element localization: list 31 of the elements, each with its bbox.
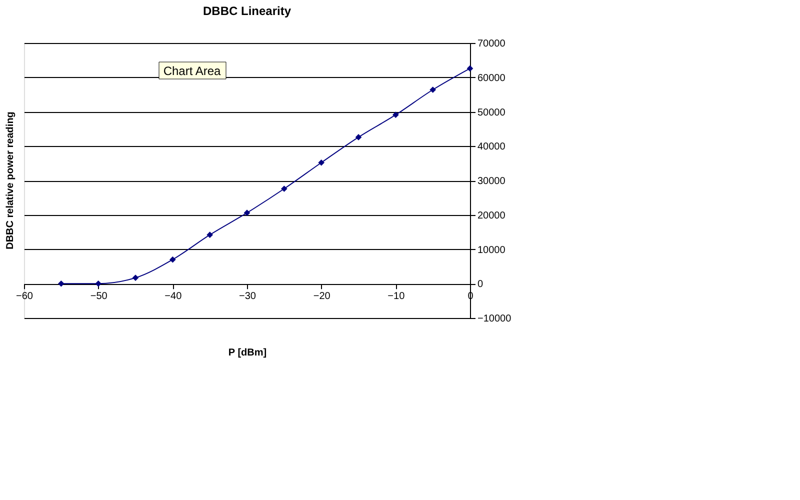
- y-axis-title: DBBC relative power reading: [5, 112, 16, 250]
- point: [318, 159, 324, 166]
- point: [281, 186, 288, 192]
- y-tick-label: 10000: [478, 244, 506, 256]
- x-tick-label: −40: [164, 291, 182, 302]
- y-tick-label: −10000: [478, 314, 512, 324]
- point: [170, 256, 176, 263]
- point: [466, 65, 474, 72]
- y-tick-label: 50000: [478, 107, 506, 118]
- point: [430, 86, 436, 93]
- x-axis-title: P [dBm]: [228, 348, 267, 358]
- point: [58, 280, 64, 287]
- y-tick-label: 70000: [478, 38, 506, 50]
- y-tick-label: 20000: [478, 210, 506, 222]
- y-tick-label: 60000: [478, 72, 506, 84]
- y-tick-label: 0: [478, 279, 484, 290]
- x-tick-label: −60: [16, 291, 34, 302]
- point: [206, 232, 213, 238]
- x-tick-label: −50: [90, 291, 108, 302]
- y-tick-label: 30000: [478, 176, 506, 187]
- annotation: Chart Area: [163, 64, 221, 78]
- point: [244, 210, 250, 216]
- chart-title: DBBC Linearity: [202, 4, 292, 18]
- point: [355, 134, 362, 140]
- point: [392, 112, 399, 118]
- point: [95, 280, 102, 287]
- x-tick-label: −10: [388, 291, 406, 302]
- y-tick-label: 40000: [478, 142, 506, 153]
- x-tick-label: −20: [313, 291, 331, 302]
- point: [132, 274, 139, 281]
- x-tick-label: −30: [239, 291, 256, 302]
